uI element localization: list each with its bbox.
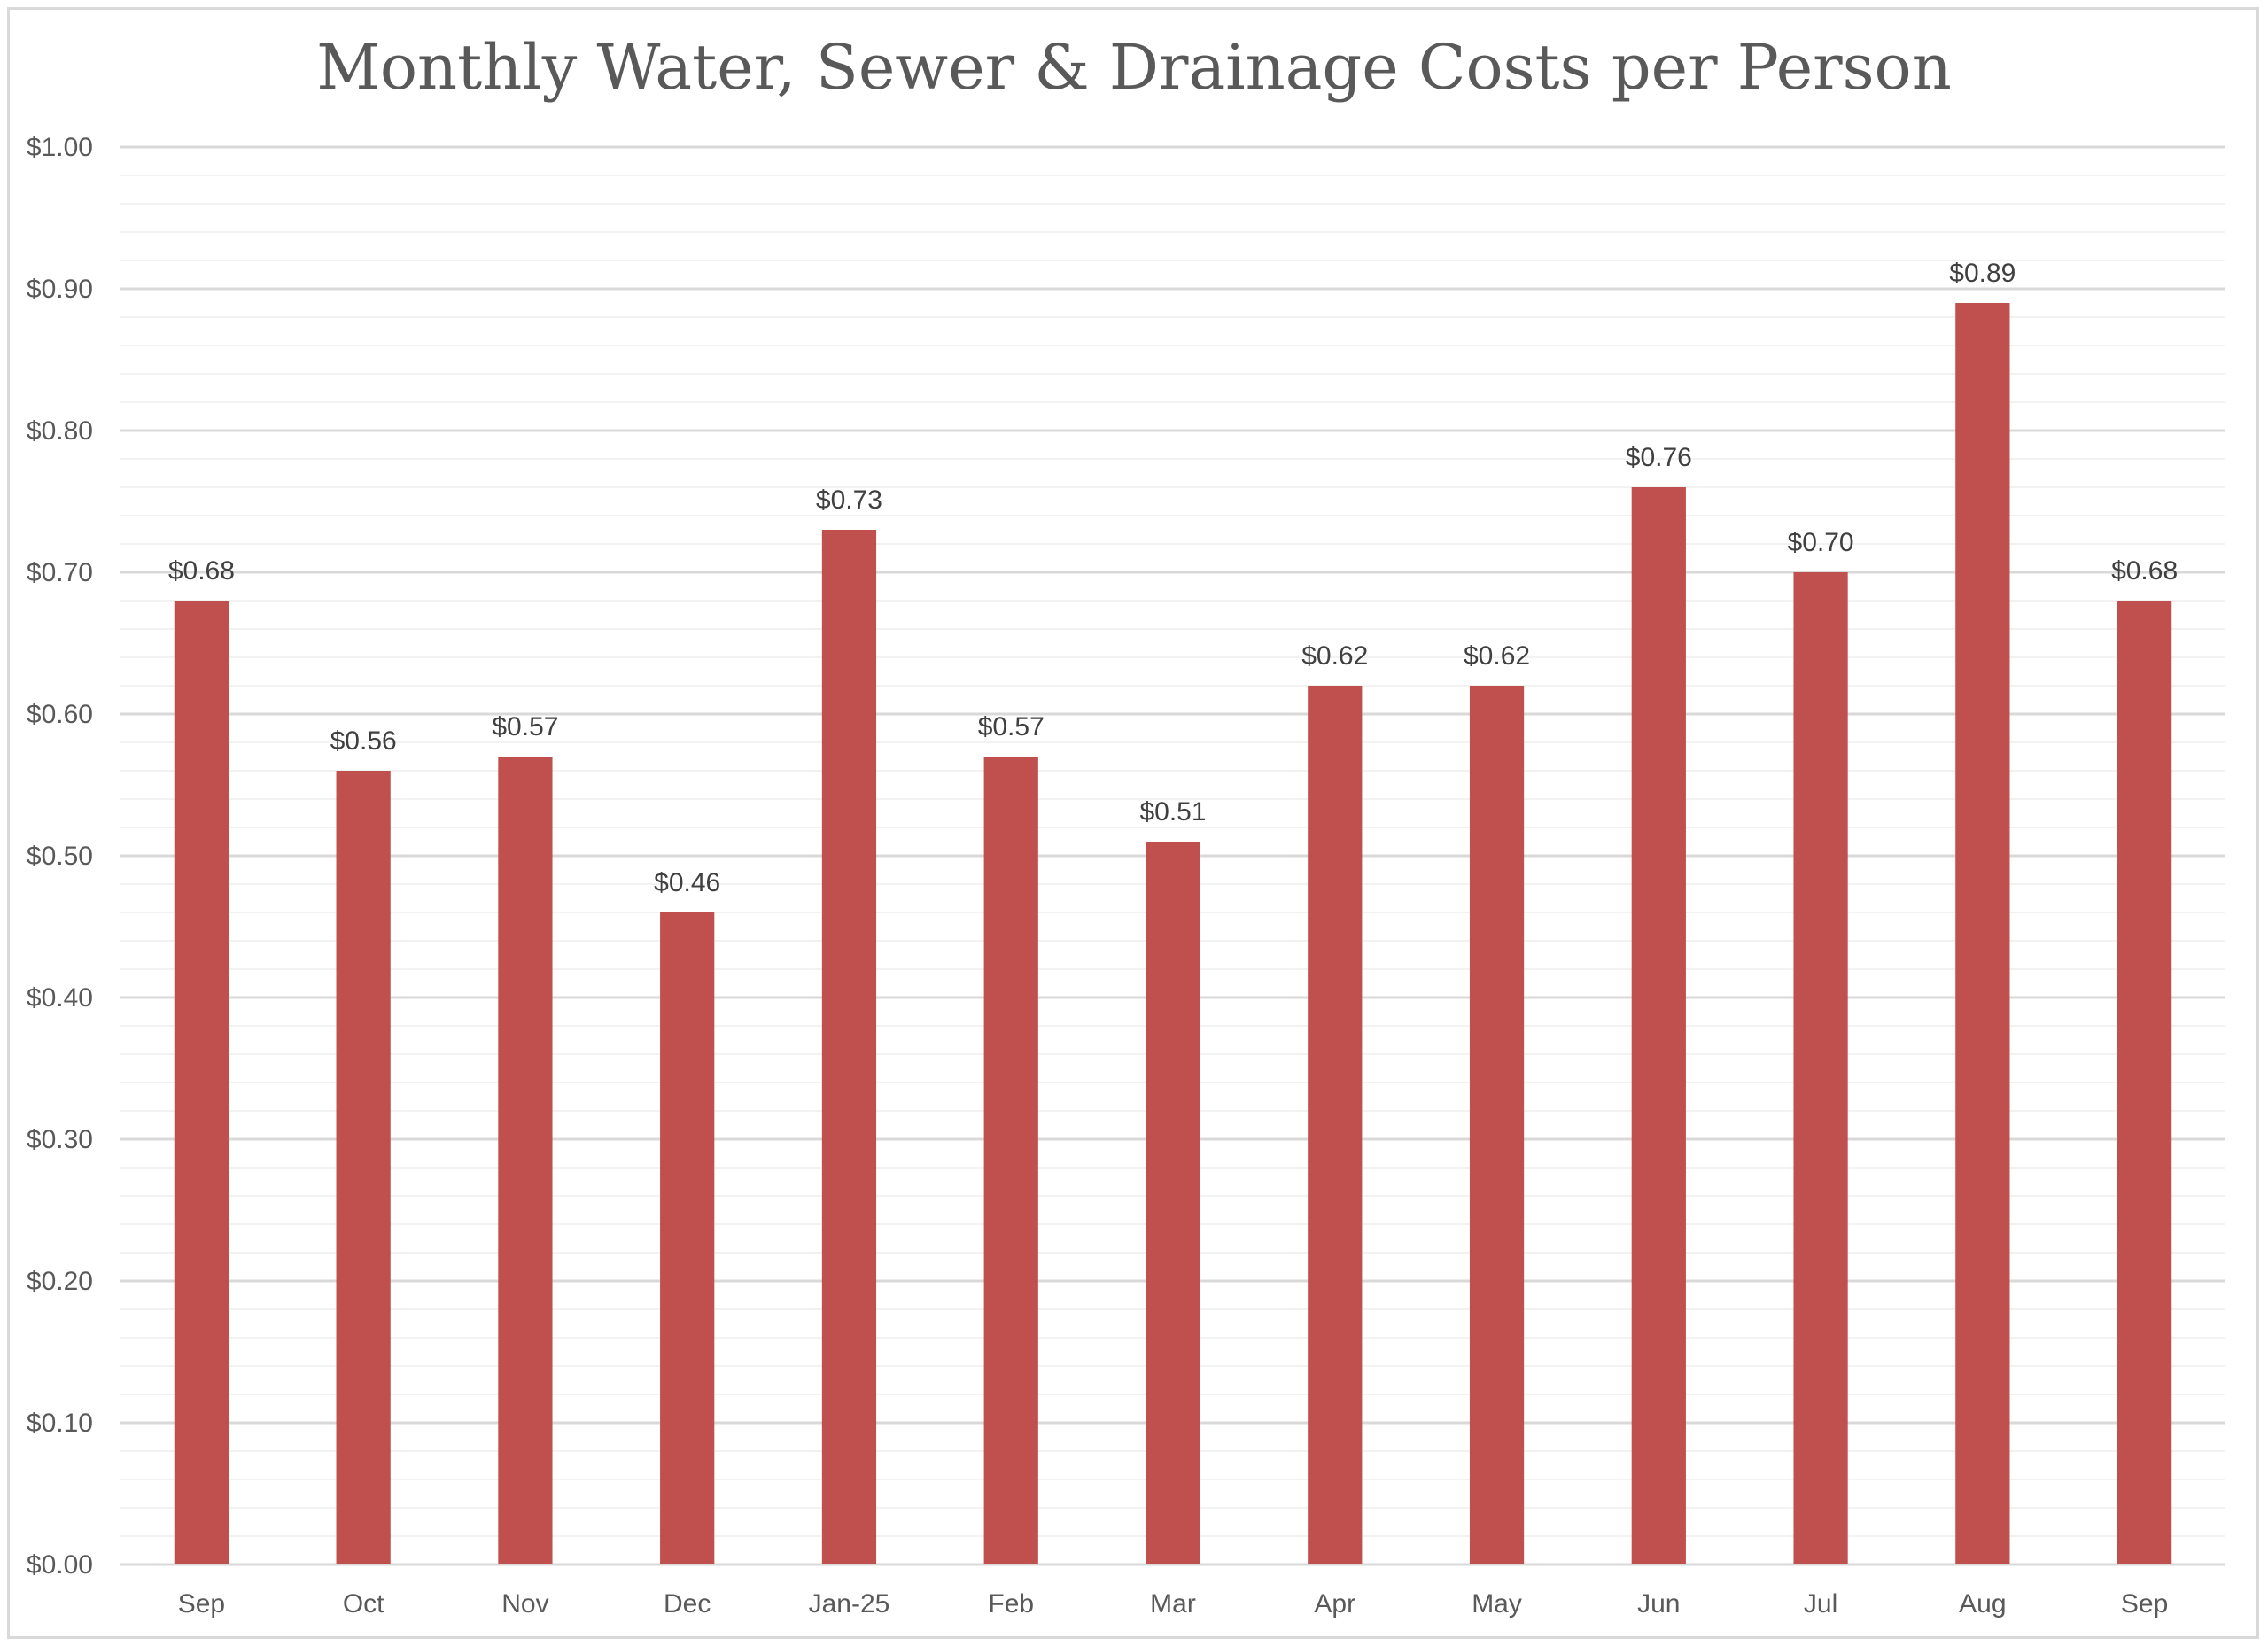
data-label: $0.57 <box>492 712 558 741</box>
data-label: $0.73 <box>816 485 882 515</box>
data-label: $0.68 <box>2111 556 2178 586</box>
y-tick-label: $1.00 <box>27 133 93 162</box>
x-tick-label: Dec <box>664 1589 711 1619</box>
bars <box>174 303 2172 1564</box>
x-tick-label: Mar <box>1150 1589 1196 1619</box>
y-tick-label: $0.80 <box>27 416 93 446</box>
x-tick-label: Feb <box>988 1589 1034 1619</box>
bar <box>1955 303 2010 1564</box>
x-tick-label: Sep <box>2121 1589 2168 1619</box>
data-labels: $0.68 $0.56 $0.57 $0.46 $0.73 $0.57 $0.51 $0.62… <box>168 259 2178 897</box>
y-axis: $0.00 $0.10 $0.20 $0.30 $0.40 $0.50 $0.60 $0.70… <box>27 133 93 1580</box>
y-tick-label: $0.30 <box>27 1125 93 1154</box>
data-label: $0.62 <box>1464 641 1530 671</box>
bar <box>983 757 1038 1564</box>
x-tick-label: Apr <box>1314 1589 1355 1619</box>
bar <box>1793 572 1848 1564</box>
y-tick-label: $0.20 <box>27 1267 93 1296</box>
bar <box>660 912 715 1564</box>
y-tick-label: $0.90 <box>27 275 93 304</box>
y-tick-label: $0.70 <box>27 558 93 587</box>
x-tick-label: Jul <box>1804 1589 1837 1619</box>
bar <box>498 757 553 1564</box>
bar <box>1308 686 1363 1564</box>
bar <box>1631 487 1686 1564</box>
x-tick-label: Jan-25 <box>809 1589 890 1619</box>
bar <box>174 601 229 1564</box>
data-label: $0.89 <box>1949 259 2016 288</box>
chart-title: Monthly Water, Sewer & Drainage Costs pe… <box>316 31 1952 104</box>
bar <box>1146 842 1200 1564</box>
x-tick-label: Jun <box>1637 1589 1680 1619</box>
x-tick-label: May <box>1472 1589 1522 1619</box>
data-label: $0.70 <box>1788 528 1854 557</box>
bar <box>336 771 391 1564</box>
x-tick-label: Aug <box>1959 1589 2006 1619</box>
x-axis: Sep Oct Nov Dec Jan-25 Feb Mar Apr May Jun Jul Aug S… <box>178 1589 2169 1619</box>
bar <box>2117 601 2172 1564</box>
x-tick-label: Sep <box>178 1589 225 1619</box>
y-tick-label: $0.60 <box>27 700 93 729</box>
x-tick-label: Nov <box>501 1589 548 1619</box>
data-label: $0.51 <box>1139 797 1206 827</box>
data-label: $0.57 <box>978 712 1045 741</box>
bar <box>821 530 877 1564</box>
data-label: $0.62 <box>1301 641 1368 671</box>
data-label: $0.76 <box>1626 443 1692 472</box>
y-tick-label: $0.00 <box>27 1550 93 1580</box>
x-tick-label: Oct <box>343 1589 384 1619</box>
y-tick-label: $0.50 <box>27 842 93 871</box>
y-tick-label: $0.10 <box>27 1409 93 1438</box>
bar <box>1469 686 1525 1564</box>
data-label: $0.46 <box>654 868 720 897</box>
data-label: $0.56 <box>330 726 397 756</box>
y-tick-label: $0.40 <box>27 983 93 1013</box>
data-label: $0.68 <box>168 556 235 586</box>
